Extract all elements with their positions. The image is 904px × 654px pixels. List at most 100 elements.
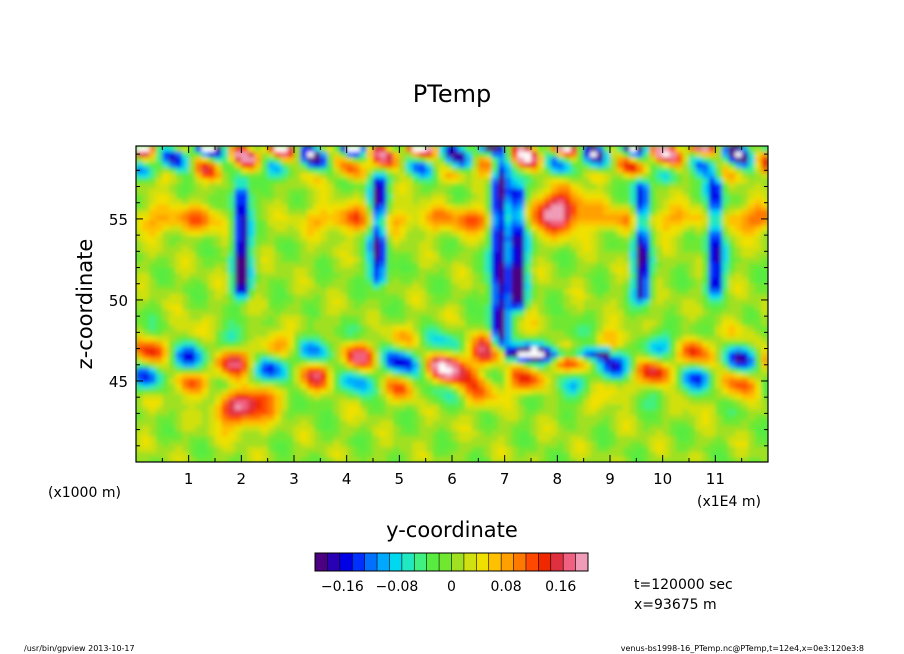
heatmap-cell	[531, 193, 539, 200]
heatmap-cell	[478, 451, 486, 458]
heatmap-cell	[662, 340, 670, 347]
heatmap-cell	[155, 335, 163, 342]
heatmap-cell	[656, 425, 664, 431]
heatmap-cell	[452, 430, 460, 437]
heatmap-cell	[307, 304, 315, 310]
heatmap-cell	[642, 256, 651, 263]
heatmap-cell	[577, 193, 585, 200]
heatmap-cell	[636, 240, 644, 247]
heatmap-cell	[478, 335, 486, 342]
heatmap-cell	[261, 419, 269, 426]
heatmap-cell	[195, 203, 203, 210]
heatmap-cell	[689, 330, 697, 337]
heatmap-cell	[662, 209, 670, 216]
heatmap-cell	[221, 446, 229, 453]
heatmap-cell	[142, 293, 150, 300]
heatmap-cell	[247, 304, 256, 310]
heatmap-cell	[353, 288, 361, 295]
heatmap-cell	[267, 346, 275, 352]
heatmap-cell	[267, 435, 275, 442]
heatmap-cell	[188, 203, 196, 210]
heatmap-cell	[425, 377, 433, 384]
heatmap-cell	[708, 388, 716, 395]
heatmap-cell	[188, 256, 196, 263]
heatmap-cell	[175, 372, 183, 379]
heatmap-cell	[715, 409, 723, 416]
heatmap-cell	[669, 451, 677, 458]
heatmap-cell	[155, 256, 163, 263]
heatmap-cell	[274, 230, 282, 237]
heatmap-cell	[550, 214, 558, 221]
heatmap-cell	[465, 377, 473, 384]
heatmap-cell	[504, 293, 512, 300]
heatmap-cell	[675, 398, 684, 405]
heatmap-cell	[419, 277, 427, 284]
heatmap-cell	[195, 272, 203, 279]
heatmap-cell	[313, 383, 321, 389]
heatmap-cell	[557, 419, 565, 426]
heatmap-cell	[465, 235, 473, 242]
heatmap-cell	[247, 240, 256, 247]
heatmap-cell	[675, 293, 684, 300]
heatmap-cell	[623, 293, 631, 300]
heatmap-cell	[208, 388, 216, 395]
heatmap-cell	[201, 425, 210, 431]
heatmap-cell	[675, 319, 684, 326]
heatmap-cell	[596, 272, 605, 279]
heatmap-cell	[379, 214, 387, 221]
heatmap-cell	[142, 230, 150, 237]
heatmap-cell	[583, 304, 591, 310]
heatmap-cell	[616, 330, 624, 337]
heatmap-cell	[741, 304, 749, 310]
heatmap-cell	[405, 393, 414, 400]
heatmap-cell	[359, 330, 368, 337]
heatmap-cell	[386, 393, 394, 400]
heatmap-cell	[373, 240, 381, 247]
heatmap-cell	[274, 214, 282, 221]
heatmap-cell	[563, 340, 572, 347]
heatmap-cell	[754, 393, 763, 400]
heatmap-cell	[373, 330, 381, 337]
heatmap-cell	[195, 414, 203, 421]
heatmap-cell	[748, 298, 756, 305]
heatmap-cell	[379, 356, 387, 363]
heatmap-cell	[412, 377, 420, 384]
heatmap-cell	[294, 304, 302, 310]
heatmap-cell	[675, 351, 684, 358]
heatmap-cell	[373, 383, 381, 389]
heatmap-cell	[478, 230, 486, 237]
heatmap-cell	[326, 272, 335, 279]
heatmap-cell	[721, 372, 730, 379]
heatmap-cell	[155, 419, 163, 426]
heatmap-cell	[267, 203, 275, 210]
heatmap-cell	[452, 425, 460, 431]
heatmap-cell	[155, 298, 163, 305]
heatmap-cell	[728, 193, 736, 200]
heatmap-cell	[267, 383, 275, 389]
heatmap-cell	[136, 446, 144, 453]
heatmap-cell	[596, 240, 605, 247]
heatmap-cell	[195, 351, 203, 358]
heatmap-cell	[557, 361, 565, 368]
heatmap-cell	[399, 330, 407, 337]
heatmap-cell	[550, 240, 558, 247]
heatmap-cell	[682, 246, 690, 252]
heatmap-cell	[162, 235, 170, 242]
heatmap-cell	[254, 188, 262, 194]
heatmap-cell	[550, 425, 558, 431]
heatmap-cell	[359, 398, 368, 405]
heatmap-cell	[320, 351, 328, 358]
heatmap-cell	[228, 419, 236, 426]
heatmap-cell	[735, 414, 743, 421]
heatmap-cell	[478, 372, 486, 379]
heatmap-cell	[379, 383, 387, 389]
heatmap-cell	[504, 356, 512, 363]
heatmap-cell	[149, 198, 157, 205]
heatmap-cell	[656, 193, 664, 200]
heatmap-cell	[340, 225, 348, 231]
heatmap-cell	[247, 356, 256, 363]
heatmap-cell	[741, 198, 749, 205]
heatmap-cell	[491, 425, 499, 431]
heatmap-cell	[484, 230, 493, 237]
heatmap-cell	[603, 235, 611, 242]
